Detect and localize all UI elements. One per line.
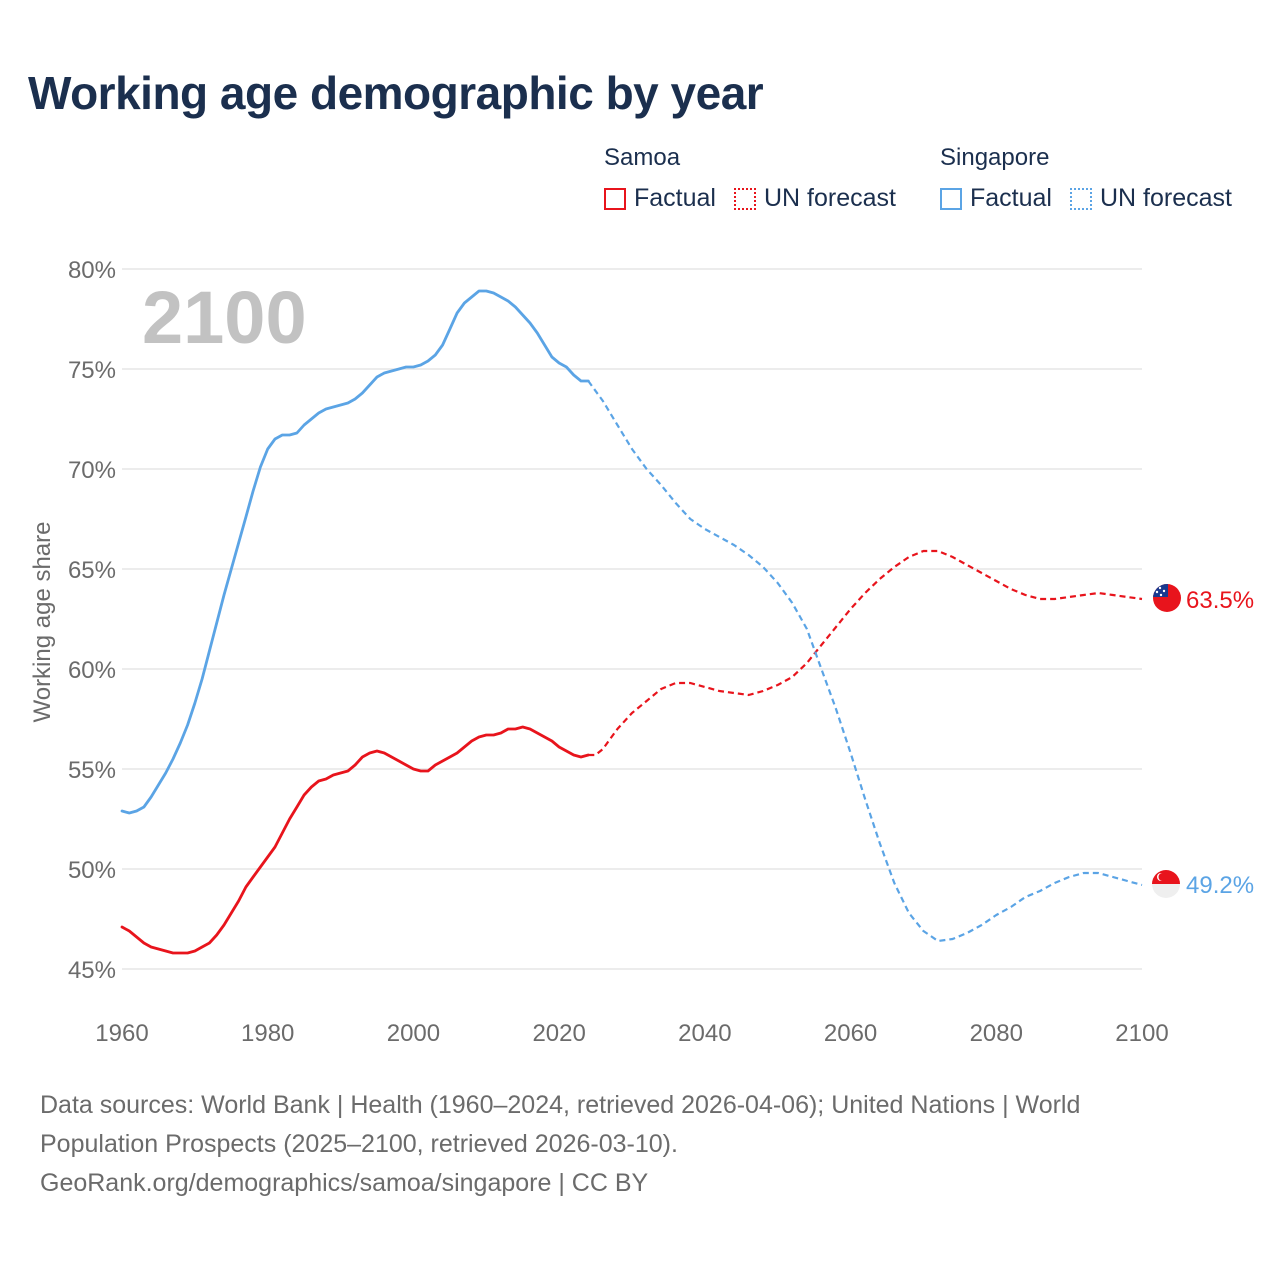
end-markers: 63.5% 49.2%	[1186, 587, 1254, 899]
sources-line-3[interactable]: GeoRank.org/demographics/samoa/singapore…	[40, 1169, 649, 1197]
legend-singapore-title: Singapore	[940, 144, 1050, 171]
y-tick-label: 65%	[68, 557, 116, 584]
line-chart: 45% 50% 55% 60% 65% 70% 75% 80% 1960 1980 2000 202…	[29, 257, 1254, 1047]
sources-line-2: Population Prospects (2025–2100, retriev…	[40, 1130, 678, 1158]
x-tick-label: 2020	[532, 1020, 585, 1047]
y-tick-label: 80%	[68, 257, 116, 284]
legend-samoa-factual[interactable]: Factual	[604, 184, 716, 213]
singapore-forecast-line[interactable]	[587, 380, 1143, 943]
x-tick-label: 1960	[95, 1020, 148, 1047]
x-tick-label: 2060	[824, 1020, 877, 1047]
legend-swatch-solid	[940, 187, 962, 210]
legend-label: Factual	[970, 184, 1052, 212]
y-tick-label: 50%	[68, 857, 116, 884]
samoa-end-value: 63.5%	[1186, 587, 1254, 614]
samoa-forecast-line[interactable]	[588, 549, 1143, 757]
grid-lines	[122, 268, 1142, 970]
legend-singapore: Singapore Factual UN forecast	[940, 144, 1250, 213]
legend-swatch-dotted	[733, 187, 756, 210]
samoa-flag-icon	[1153, 584, 1181, 612]
sources-line-1: Data sources: World Bank | Health (1960–…	[40, 1091, 1081, 1119]
singapore-factual-line[interactable]	[120, 289, 590, 815]
legend-label: UN forecast	[1099, 184, 1232, 212]
x-tick-label: 2080	[970, 1020, 1023, 1047]
x-tick-label: 2100	[1115, 1020, 1168, 1047]
y-axis-ticks: 45% 50% 55% 60% 65% 70% 75% 80%	[68, 257, 116, 984]
series-lines	[120, 289, 1143, 955]
y-tick-label: 70%	[68, 457, 116, 484]
legend-label: UN forecast	[763, 184, 896, 212]
legend-samoa-forecast[interactable]: UN forecast	[733, 184, 896, 213]
singapore-flag-icon	[1152, 870, 1180, 898]
year-watermark: 2100	[142, 276, 307, 359]
data-sources: Data sources: World Bank | Health (1960–…	[40, 1086, 1220, 1203]
legend-label: Factual	[634, 184, 716, 212]
y-tick-label: 55%	[68, 757, 116, 784]
legend-samoa-title: Samoa	[604, 144, 681, 171]
legend-singapore-forecast[interactable]: UN forecast	[1069, 184, 1232, 213]
y-tick-label: 75%	[68, 357, 116, 384]
singapore-end-value: 49.2%	[1186, 872, 1254, 899]
x-tick-label: 2000	[387, 1020, 440, 1047]
y-axis-label: Working age share	[29, 522, 56, 723]
y-tick-label: 45%	[68, 957, 116, 984]
legend-samoa: Samoa Factual UN forecast	[604, 144, 914, 213]
legend-swatch-solid	[604, 187, 626, 210]
y-tick-label: 60%	[68, 657, 116, 684]
legend-singapore-factual[interactable]: Factual	[940, 184, 1052, 213]
samoa-factual-line[interactable]	[120, 725, 590, 955]
x-tick-label: 1980	[241, 1020, 294, 1047]
x-axis-ticks: 1960 1980 2000 2020 2040 2060 2080 2100	[95, 1020, 1168, 1047]
chart-title: Working age demographic by year	[28, 67, 764, 119]
legend-swatch-dotted	[1069, 187, 1092, 210]
x-tick-label: 2040	[678, 1020, 731, 1047]
